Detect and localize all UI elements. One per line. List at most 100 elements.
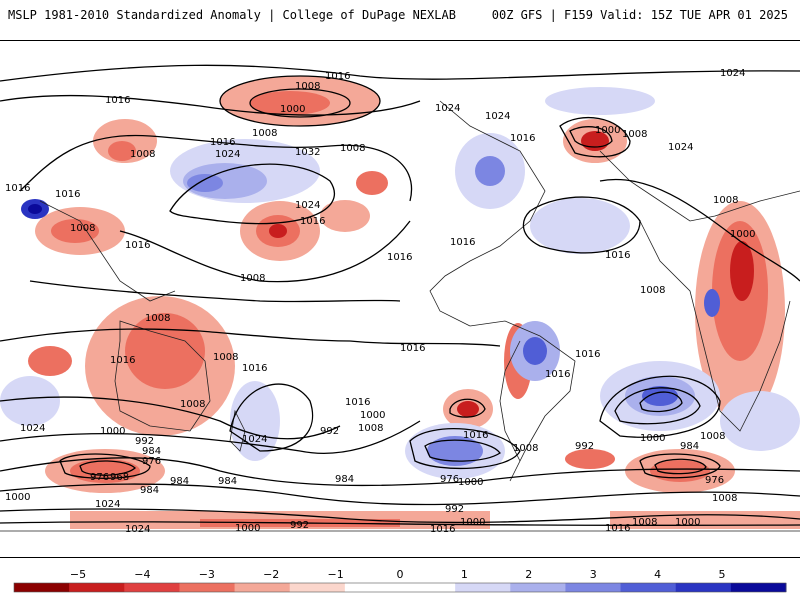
isobar-label: 1016 <box>210 137 235 148</box>
isobar <box>409 428 521 469</box>
isobar-label: 1024 <box>485 111 510 122</box>
map-title: MSLP 1981-2010 Standardized Anomaly | Co… <box>8 8 456 22</box>
map-panel: 1016 1008 1000 1016 1008 1024 1016 1008 … <box>0 40 800 558</box>
isobar-label: 992 <box>320 426 339 437</box>
isobar-label: 1016 <box>125 240 150 251</box>
coastline <box>639 220 791 432</box>
colorbar-swatch <box>14 583 70 592</box>
anomaly-blob <box>28 204 42 214</box>
isobar <box>29 280 401 303</box>
isobar-label: 984 <box>680 441 699 452</box>
isobar-label: 1000 <box>280 104 305 115</box>
isobar-label: 992 <box>135 436 154 447</box>
coastline <box>39 200 176 302</box>
isobar <box>229 383 314 452</box>
anomaly-blob <box>427 436 483 466</box>
colorbar-swatch <box>344 583 401 592</box>
isobar-label: 1000 <box>235 523 260 534</box>
isobar-label: 1016 <box>387 252 412 263</box>
anomaly-blob <box>51 219 99 243</box>
isobar-label: 1016 <box>55 189 80 200</box>
colorbar-swatch <box>400 583 456 592</box>
colorbar-swatch <box>510 583 566 592</box>
isobar-label: 1024 <box>20 423 45 434</box>
isobar <box>0 420 421 454</box>
isobar <box>219 75 381 127</box>
isobar-label: 1032 <box>295 147 320 158</box>
anomaly-blob <box>250 91 330 115</box>
isobar-label: 1024 <box>242 434 267 445</box>
isobar-label: 968 <box>110 472 129 483</box>
isobar <box>654 458 707 475</box>
isobar <box>0 396 341 440</box>
colorbar-tick-labels: −5 −4 −3 −2 −1 0 1 2 3 4 5 <box>0 568 800 582</box>
isobar-label: 1008 <box>252 128 277 139</box>
colorbar-tick-label: −4 <box>134 568 151 581</box>
positive-anomaly-shading <box>0 87 800 479</box>
isobar-label: 1016 <box>105 95 130 106</box>
isobar <box>249 88 351 118</box>
colorbar-tick-label: −1 <box>327 568 344 581</box>
isobar-label: 984 <box>170 476 189 487</box>
coastline <box>229 409 246 452</box>
colorbar-swatch <box>289 583 346 592</box>
isobar <box>449 398 486 418</box>
coastline <box>429 100 546 327</box>
negative-anomaly-shading <box>28 76 800 529</box>
isobar-label: 1008 <box>713 195 738 206</box>
isobar-label: 1008 <box>213 352 238 363</box>
isobar-label: 1016 <box>463 430 488 441</box>
colorbar-swatch <box>455 583 511 592</box>
anomaly-blob <box>523 337 547 365</box>
isobar-label: 1008 <box>700 431 725 442</box>
isobar-label: 1008 <box>632 517 657 528</box>
isobar-label: 1008 <box>622 129 647 140</box>
isobar-label: 1016 <box>345 397 370 408</box>
isobar-label: 1016 <box>5 183 30 194</box>
colorbar-outline <box>13 582 787 593</box>
isobar-label: 1008 <box>340 143 365 154</box>
isobar-label: 1024 <box>295 200 320 211</box>
isobar-label: 1008 <box>640 285 665 296</box>
anomaly-blob <box>475 156 505 186</box>
isobar <box>559 116 631 158</box>
isobar-label: 992 <box>575 441 594 452</box>
isobar-label: 1008 <box>145 313 170 324</box>
isobar-label: 1000 <box>460 517 485 528</box>
isobar-label: 1016 <box>575 349 600 360</box>
isobar-label: 984 <box>142 446 161 457</box>
isobar-label: 1000 <box>640 433 665 444</box>
isobar-label: 1000 <box>730 229 755 240</box>
anomaly-blob <box>356 171 388 195</box>
anomaly-blob <box>0 376 60 426</box>
isobar <box>0 64 800 82</box>
anomaly-blob <box>530 198 630 254</box>
colorbar-tick-label: −2 <box>263 568 280 581</box>
isobar-label: 1000 <box>675 517 700 528</box>
isobar-label: 1016 <box>605 523 630 534</box>
isobar-label: 1016 <box>545 369 570 380</box>
anomaly-blob <box>457 401 479 417</box>
colorbar-swatch <box>565 583 622 592</box>
isobar-label: 1000 <box>595 125 620 136</box>
isobar-label: 1016 <box>400 343 425 354</box>
isobar-label: 1024 <box>215 149 240 160</box>
colorbar-swatch <box>234 583 291 592</box>
isobar <box>0 508 800 524</box>
isobar-label: 1016 <box>510 133 535 144</box>
isobar-label: 1024 <box>95 499 120 510</box>
isobar <box>614 387 701 425</box>
anomaly-blob <box>565 449 615 469</box>
isobar-label: 976 <box>90 472 109 483</box>
colorbar-tick-label: 5 <box>718 568 726 581</box>
isobar-label: 1016 <box>450 237 475 248</box>
isobar <box>599 178 800 282</box>
anomaly-blob <box>730 241 754 301</box>
anomaly-blob <box>28 346 72 376</box>
colorbar-swatch <box>730 583 787 592</box>
isobar <box>599 375 721 438</box>
coastline <box>114 320 211 432</box>
isobar-label: 992 <box>445 504 464 515</box>
isobar-label: 1008 <box>240 273 265 284</box>
anomaly-blob <box>642 386 678 406</box>
